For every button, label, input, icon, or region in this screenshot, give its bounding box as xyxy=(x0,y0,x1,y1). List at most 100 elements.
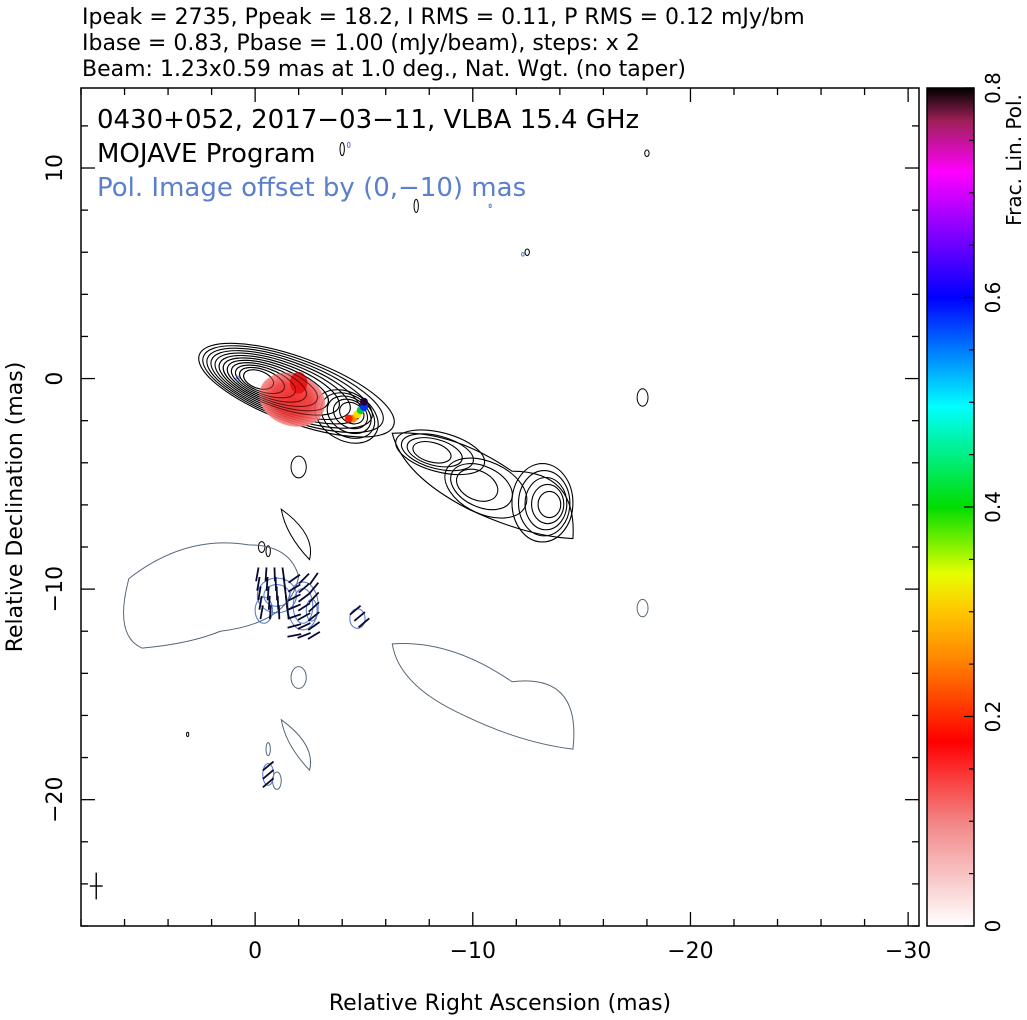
x-tick-label: 0 xyxy=(248,939,262,964)
pol-intensity-contour xyxy=(254,596,274,624)
core-contour-overlay xyxy=(218,354,340,416)
pol-intensity-contour xyxy=(235,375,240,382)
colorbar-tick-label: 0 xyxy=(981,920,1005,933)
pol-intensity-contour xyxy=(488,203,492,209)
y-tick-label: 0 xyxy=(43,372,68,386)
evpa-vector xyxy=(262,760,275,772)
evpa-vector xyxy=(298,573,310,585)
knot-c-contour xyxy=(537,490,562,519)
frac-pol-peak xyxy=(289,371,308,394)
evpa-vector xyxy=(297,602,311,612)
x-axis-label: Relative Right Ascension (mas) xyxy=(329,991,671,1016)
evpa-vector xyxy=(353,611,366,622)
knot-b-contour xyxy=(450,463,513,511)
core-contour-overlay xyxy=(226,359,318,407)
tick-layer: 0 −10 −20 −30 10 0 −10 −20 xyxy=(43,88,931,964)
knot-c-contour xyxy=(517,470,571,537)
evpa-vector xyxy=(285,605,290,620)
evpa-vector xyxy=(307,611,320,622)
noise-contour xyxy=(339,142,345,157)
core-contour-overlay xyxy=(230,362,307,403)
evpa-vector xyxy=(257,586,262,601)
knot-a-contour xyxy=(400,433,474,472)
pol-image-noise-contour xyxy=(290,666,307,689)
colorbar-tick-label: 0.4 xyxy=(981,491,1005,523)
evpa-vector xyxy=(265,576,269,591)
evpa-vector xyxy=(308,601,320,613)
evpa-vector xyxy=(262,777,275,788)
pol-intensity-contour xyxy=(346,141,351,148)
noise-contour xyxy=(265,545,271,558)
plot-content xyxy=(89,141,650,900)
evpa-vector xyxy=(349,605,362,616)
pol-intensity-contour xyxy=(263,583,291,607)
evpa-vector xyxy=(287,603,302,611)
evpa-vector xyxy=(287,583,301,593)
colorbar-tick-label: 0.6 xyxy=(981,282,1005,314)
knot-c-contour xyxy=(531,483,565,525)
x-tick-label: −10 xyxy=(450,939,496,964)
core-contour-overlay xyxy=(239,366,285,395)
evpa-vector xyxy=(287,613,302,620)
chart-subtitle: MOJAVE Program xyxy=(97,139,315,169)
evpa-vector xyxy=(259,605,264,620)
pol-offset-annotation: Pol. Image offset by (0,−10) mas xyxy=(97,173,526,203)
contour-layer xyxy=(186,141,650,790)
noise-contour xyxy=(257,541,266,553)
y-tick-label: −20 xyxy=(43,776,68,822)
pol-image-noise-contour xyxy=(636,598,649,618)
core-contour-overlay xyxy=(222,357,329,412)
colorbar-tick-label: 0.8 xyxy=(981,72,1005,104)
noise-contour xyxy=(524,248,530,256)
inner-jet-contour xyxy=(326,395,372,435)
evpa-vector xyxy=(256,576,261,591)
evpa-vector xyxy=(262,769,275,780)
knot-a-contour xyxy=(395,429,486,476)
frac-pol-patch xyxy=(259,372,326,427)
pol-image-outer-contour xyxy=(391,642,575,750)
plot-frame xyxy=(80,87,920,927)
noise-contour xyxy=(186,731,190,738)
y-tick-label: −10 xyxy=(43,566,68,612)
knot-b-contour xyxy=(455,468,499,502)
evpa-vector xyxy=(308,582,319,595)
pol-layer xyxy=(89,354,575,900)
chart-title: 0430+052, 2017−03−11, VLBA 15.4 GHz xyxy=(97,105,639,135)
evpa-vector xyxy=(267,595,271,610)
header-line-2: Ibase = 0.83, Pbase = 1.00 (mJy/beam), s… xyxy=(82,31,640,56)
header-line-1: Ipeak = 2735, Ppeak = 18.2, I RMS = 0.11… xyxy=(82,5,805,30)
evpa-vector xyxy=(264,567,268,582)
knot-c-contour xyxy=(511,463,574,543)
evpa-vector xyxy=(297,612,311,621)
noise-contour xyxy=(636,388,649,407)
evpa-vector xyxy=(358,617,370,628)
colorbar-label: Frac. Lin. Pol. xyxy=(1002,94,1026,226)
x-tick-label: −20 xyxy=(667,939,713,964)
evpa-vector xyxy=(266,586,270,601)
evpa-vector xyxy=(288,573,301,584)
header-line-3: Beam: 1.23x0.59 mas at 1.0 deg., Nat. Wg… xyxy=(82,57,686,82)
y-tick-label: 10 xyxy=(43,154,68,182)
knot-a-contour xyxy=(412,440,452,464)
frac-pol-edge-pixel xyxy=(359,397,368,406)
inner-jet-contour xyxy=(332,398,369,430)
evpa-vector xyxy=(297,632,311,639)
noise-contour xyxy=(280,507,311,561)
evpa-vector xyxy=(287,593,301,602)
outer-jet-envelope xyxy=(391,432,574,540)
pol-intensity-contour xyxy=(262,762,275,786)
frac-pol-edge-pixel xyxy=(344,414,353,423)
evpa-vector xyxy=(308,591,320,604)
pol-image-noise-contour xyxy=(280,718,311,772)
evpa-vector xyxy=(287,633,302,638)
x-tick-label: −30 xyxy=(885,939,931,964)
evpa-vector xyxy=(297,622,311,630)
evpa-vector xyxy=(309,572,319,585)
evpa-vector xyxy=(297,592,311,603)
evpa-vector xyxy=(255,567,260,582)
knot-a-contour xyxy=(406,437,463,468)
pol-image-lowest-contour xyxy=(123,542,300,649)
evpa-vector xyxy=(307,621,321,631)
evpa-vector xyxy=(307,631,321,640)
